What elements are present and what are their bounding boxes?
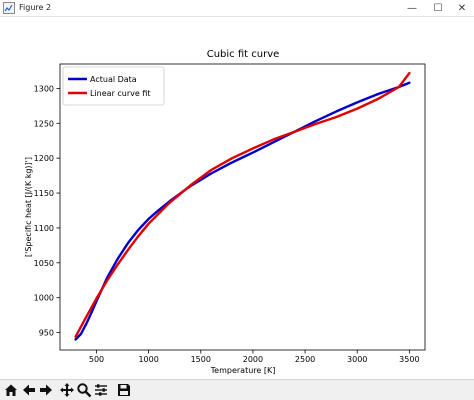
x-tick-label: 2500 bbox=[295, 355, 315, 364]
y-tick-label: 1300 bbox=[34, 84, 54, 93]
y-tick-label: 1200 bbox=[34, 154, 54, 163]
series-line-curve-fit bbox=[74, 71, 411, 338]
y-tick-label: 1000 bbox=[34, 294, 54, 303]
legend: Actual Data Linear curve fit bbox=[62, 66, 165, 106]
y-axis-label: ['Specific heat [J/(K kg)]'] bbox=[24, 157, 33, 257]
forward-arrow-icon[interactable] bbox=[38, 382, 54, 398]
x-tick-label: 3500 bbox=[399, 355, 419, 364]
series-line-actual-data bbox=[74, 81, 411, 341]
y-tick-label: 1250 bbox=[34, 119, 54, 128]
minimize-button[interactable]: — bbox=[407, 3, 417, 14]
x-tick-label: 1500 bbox=[191, 355, 211, 364]
y-tick-label: 1150 bbox=[34, 189, 54, 198]
y-tick-label: 950 bbox=[39, 329, 54, 338]
x-axis-label: Temperature [K] bbox=[210, 366, 276, 375]
pan-icon[interactable] bbox=[59, 382, 75, 398]
x-tick-label: 2000 bbox=[243, 355, 263, 364]
window-titlebar: Figure 2 — ☐ ✕ bbox=[0, 0, 474, 17]
home-icon[interactable] bbox=[3, 382, 19, 398]
legend-label-fit: Linear curve fit bbox=[90, 89, 151, 98]
legend-frame bbox=[62, 66, 165, 106]
app-icon bbox=[3, 2, 15, 14]
figure-canvas: Cubic fit curve 500 1000 1500 2000 2500 3000 3… bbox=[0, 17, 474, 379]
navigation-toolbar bbox=[0, 379, 474, 400]
plot-frame bbox=[59, 63, 426, 351]
x-tick-label: 1000 bbox=[138, 355, 158, 364]
chart-title: Cubic fit curve bbox=[207, 49, 280, 60]
legend-label-actual: Actual Data bbox=[90, 75, 137, 84]
close-button[interactable]: ✕ bbox=[457, 3, 467, 14]
x-tick-label: 3000 bbox=[347, 355, 367, 364]
x-tick-label: 500 bbox=[89, 355, 104, 364]
window-title: Figure 2 bbox=[19, 3, 52, 12]
configure-subplots-icon[interactable] bbox=[93, 382, 109, 398]
maximize-button[interactable]: ☐ bbox=[433, 3, 443, 14]
y-tick-label: 1050 bbox=[34, 259, 54, 268]
back-arrow-icon[interactable] bbox=[21, 382, 37, 398]
save-icon[interactable] bbox=[116, 382, 132, 398]
zoom-icon[interactable] bbox=[76, 382, 92, 398]
y-tick-label: 1100 bbox=[34, 224, 54, 233]
chart: Cubic fit curve 500 1000 1500 2000 2500 3000 3… bbox=[24, 49, 426, 375]
